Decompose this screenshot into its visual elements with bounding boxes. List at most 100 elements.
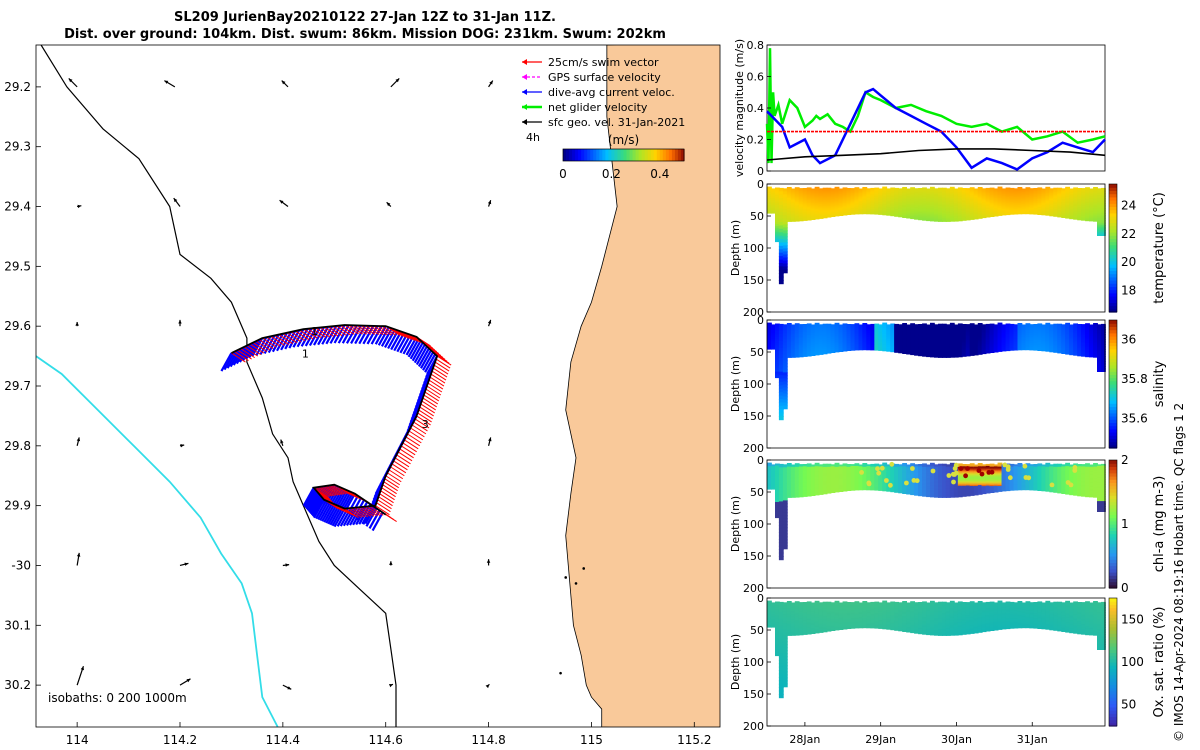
salinity-cell bbox=[945, 343, 951, 346]
temperature-cell bbox=[993, 201, 999, 203]
temperature-cell bbox=[850, 196, 856, 199]
temperature-cell bbox=[842, 203, 848, 206]
glider-track bbox=[231, 324, 439, 516]
temperature-ytick-label: 150 bbox=[743, 274, 764, 287]
salinity-cell bbox=[826, 337, 832, 339]
salinity-cell bbox=[794, 338, 800, 341]
temperature-cell bbox=[945, 219, 951, 222]
temperature-cell bbox=[953, 197, 959, 200]
current-vector bbox=[371, 511, 384, 532]
salinity-cell bbox=[822, 342, 828, 345]
salinity-cell bbox=[818, 340, 824, 343]
temperature-cell bbox=[798, 200, 804, 203]
salinity-cell bbox=[926, 350, 931, 353]
temperature-cell bbox=[1005, 191, 1011, 194]
temperature-cell bbox=[890, 192, 896, 195]
salinity-cell bbox=[1009, 346, 1015, 348]
temperature-cell bbox=[965, 191, 971, 194]
temperature-cell bbox=[914, 203, 919, 206]
legend-label: net glider velocity bbox=[548, 101, 648, 114]
temperature-cell bbox=[973, 191, 979, 194]
temperature-cell bbox=[918, 214, 923, 217]
temperature-cell bbox=[1077, 188, 1082, 190]
temperature-cell bbox=[882, 196, 888, 199]
salinity-cell bbox=[1021, 337, 1027, 339]
salinity-cell bbox=[902, 352, 907, 354]
temperature-cell bbox=[977, 208, 983, 210]
temperature-cell bbox=[1013, 210, 1019, 213]
temperature-cell bbox=[1017, 202, 1023, 204]
salinity-cell bbox=[985, 348, 991, 351]
salinity-cell bbox=[806, 333, 812, 336]
salinity-cell bbox=[902, 346, 907, 349]
temperature-cell bbox=[806, 197, 812, 200]
temperature-cell bbox=[778, 269, 784, 274]
salinity-cell bbox=[1001, 338, 1007, 341]
salinity-cell bbox=[790, 329, 796, 332]
temperature-cell bbox=[1093, 202, 1098, 205]
temperature-cell bbox=[1049, 206, 1055, 209]
temperature-cell bbox=[894, 212, 899, 214]
temperature-cell bbox=[802, 214, 808, 217]
temperature-cell bbox=[945, 189, 951, 192]
temperature-cell bbox=[945, 190, 951, 193]
salinity-cell bbox=[866, 345, 872, 348]
salinity-cell bbox=[775, 367, 780, 371]
salinity-cell bbox=[906, 348, 911, 351]
temperature-cell bbox=[1077, 207, 1082, 209]
temperature-cell bbox=[1053, 206, 1059, 209]
temperature-cell bbox=[918, 191, 923, 194]
temperature-cell bbox=[997, 189, 1003, 192]
temperature-cell bbox=[810, 215, 816, 218]
temperature-cell bbox=[981, 195, 987, 198]
salinity-cell bbox=[922, 340, 927, 343]
salinity-cell bbox=[818, 338, 824, 340]
temperature-cell bbox=[798, 212, 804, 215]
temperature-cell bbox=[878, 191, 884, 193]
temperature-cell bbox=[894, 202, 899, 205]
temperature-cell bbox=[969, 188, 975, 191]
salinity-cell bbox=[767, 345, 772, 347]
temperature-cell bbox=[850, 206, 856, 209]
salinity-cell bbox=[814, 327, 820, 330]
temperature-cell bbox=[981, 202, 987, 205]
temperature-cell bbox=[1085, 193, 1090, 196]
temperature-cell bbox=[834, 190, 840, 193]
temperature-cell bbox=[778, 276, 784, 281]
salinity-cell bbox=[969, 327, 975, 330]
temperature-cell bbox=[910, 187, 915, 190]
temperature-cell bbox=[838, 199, 844, 202]
temperature-cell bbox=[1029, 201, 1035, 204]
temperature-cell bbox=[1017, 201, 1023, 203]
temperature-cell bbox=[1085, 203, 1090, 206]
temperature-cell bbox=[1065, 200, 1070, 202]
temperature-cell bbox=[834, 186, 840, 189]
temperature-cell bbox=[1021, 193, 1027, 196]
temperature-cell bbox=[830, 193, 836, 196]
salinity-cell bbox=[922, 353, 927, 356]
salinity-cell bbox=[902, 339, 907, 341]
temperature-cell bbox=[1009, 203, 1015, 206]
salinity-cell bbox=[802, 324, 808, 326]
temperature-cell bbox=[1077, 197, 1082, 199]
salinity-cell bbox=[862, 343, 868, 346]
temperature-cell bbox=[910, 202, 915, 205]
salinity-cell bbox=[926, 352, 931, 355]
salinity-cell bbox=[786, 349, 792, 352]
salinity-cell bbox=[890, 346, 896, 349]
salinity-cell bbox=[810, 350, 816, 353]
salinity-cell bbox=[965, 354, 971, 357]
salinity-cell bbox=[993, 346, 999, 349]
salinity-cell bbox=[938, 323, 943, 326]
temperature-cell bbox=[830, 197, 836, 200]
temperature-cell bbox=[910, 210, 915, 213]
temperature-cell bbox=[1045, 188, 1051, 191]
temperature-cell bbox=[790, 192, 796, 194]
temperature-cell bbox=[914, 213, 919, 216]
temperature-cell bbox=[794, 216, 800, 218]
temperature-cell bbox=[778, 235, 784, 240]
temperature-cell bbox=[810, 202, 816, 205]
temperature-cell bbox=[810, 201, 816, 204]
temperature-cell bbox=[930, 190, 935, 193]
temperature-cell bbox=[1025, 211, 1031, 214]
